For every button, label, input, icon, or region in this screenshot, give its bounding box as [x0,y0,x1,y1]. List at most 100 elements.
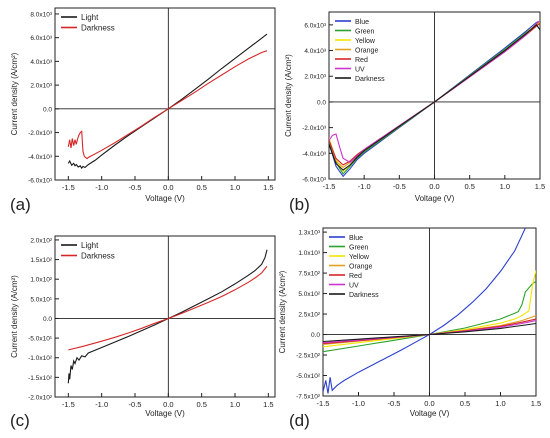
x-tick-label: -1.0 [352,399,365,408]
series-line-green [323,280,536,353]
legend-label: Green [349,245,369,252]
legend-label: Blue [349,235,363,242]
y-tick-label: -4.0x10³ [302,151,327,158]
y-tick-label: 6.0x10³ [304,22,327,29]
y-tick-label: 5.0x10² [298,291,321,298]
y-tick-label: -1.5x10² [28,375,53,382]
y-tick-label: 1.0x10² [30,277,53,284]
panel-label: (b) [289,195,310,214]
series-line-green [329,21,540,175]
x-axis-label: Voltage (V) [145,194,185,203]
x-axis-label: Voltage (V) [145,409,185,418]
y-tick-label: 2.0x10³ [30,83,53,90]
panel-label: (c) [10,411,30,430]
x-tick-label: 0.5 [464,182,474,191]
legend-label: Red [349,273,362,280]
x-axis-label: Voltage (V) [415,194,455,203]
x-tick-label: -1.0 [358,182,371,191]
y-tick-label: -4.0x10³ [28,154,53,161]
x-tick-label: -1.5 [323,182,336,191]
legend-label: UV [349,283,359,290]
x-tick-label: -0.5 [129,400,142,409]
y-tick-label: -7.5x10² [296,394,321,401]
x-tick-label: 1.0 [495,399,505,408]
y-tick-label: -1.0x10² [28,355,53,362]
y-tick-label: -5.0x10² [296,373,321,380]
y-tick-label: 0.0 [43,316,52,323]
x-tick-label: -1.5 [62,183,75,192]
y-tick-label: 5.0x10¹ [30,296,53,303]
panel-label: (a) [10,195,31,214]
legend-label: Darkness [349,292,379,299]
y-tick-label: 1.3x10³ [298,230,321,237]
y-tick-label: 6.0x10³ [30,35,53,42]
x-tick-label: 0.5 [196,400,206,409]
y-axis-label: Current density (A/cm²) [278,270,287,353]
y-tick-label: 0.0 [317,99,326,106]
legend-label: Blue [355,19,369,26]
x-tick-label: -0.5 [393,182,406,191]
legend-label: Light [81,13,99,22]
chart-panel-c: -1.5 -1.0 -0.5 0.0 0.5 1.0 1.5 -2.0x10² -1.5x10²… [10,235,276,430]
series-line-light [67,249,268,384]
x-tick-label: 0.5 [460,399,470,408]
chart-panel-b: -1.5 -1.0 -0.5 0.0 0.5 1.0 1.5 -6.0x10³ -4.0x10³… [284,11,545,214]
y-tick-label: 0.0 [43,106,52,113]
x-tick-label: -0.5 [388,399,401,408]
x-tick-label: 1.5 [531,399,541,408]
chart-panel-a: -1.5 -1.0 -0.5 0.0 0.5 1.0 1.5 -6.0x10³ -4.0x10³… [10,7,276,214]
legend-label: Yellow [349,254,370,261]
x-tick-label: 0.0 [429,182,439,191]
y-tick-label: 2.0x10² [30,237,53,244]
legend-label: Green [355,29,375,36]
legend-label: Yellow [355,38,376,45]
series-line-darkness [329,23,540,171]
y-tick-label: -2.0x10² [28,395,53,402]
y-tick-label: 4.0x10³ [304,48,327,55]
y-tick-label: 4.0x10³ [30,59,53,66]
plot-frame [54,7,276,181]
y-tick-label: 1.5x10² [30,257,53,264]
x-tick-label: 1.5 [535,182,545,191]
chart-panel-d: -1.5 -1.0 -0.5 0.0 0.5 1.0 1.5 -7.5x10² -5.0x10²… [278,227,541,430]
y-tick-label: 2.5x10² [298,312,321,319]
plot-frame [54,235,276,398]
x-tick-label: 0.5 [196,183,206,192]
series-line-light [67,33,268,170]
y-tick-label: 8.0x10³ [30,11,53,18]
legend-label: Darkness [355,76,385,83]
y-axis-label: Current density (A/cm²) [284,54,293,137]
series-line-darkness [67,50,268,160]
series-line-darkness [68,265,268,351]
x-axis-label: Voltage (V) [410,409,450,418]
y-tick-label: -5.0x10¹ [28,336,53,343]
legend-label: Darkness [81,252,115,261]
x-tick-label: -1.5 [62,400,75,409]
x-tick-label: 1.0 [230,183,240,192]
y-tick-label: -2.5x10² [296,353,321,360]
x-tick-label: -0.5 [129,183,142,192]
x-tick-label: 1.0 [500,182,510,191]
x-tick-label: -1.5 [317,399,330,408]
series-line-blue [323,228,526,394]
y-tick-label: 7.5x10² [298,271,321,278]
y-axis-label: Current density (A/cm²) [10,275,19,358]
series-line-uv [329,20,540,163]
y-tick-label: -2.0x10³ [302,125,327,132]
legend-label: Red [355,57,368,64]
y-tick-label: 0.0 [311,332,320,339]
x-tick-label: 1.0 [230,400,240,409]
legend-label: Darkness [81,24,115,33]
legend-label: Orange [349,264,372,271]
x-tick-label: 1.5 [263,400,273,409]
series-line-yellow [323,270,536,348]
x-tick-label: 0.0 [163,400,173,409]
y-tick-label: 1.0x10³ [298,250,321,257]
series-line-darkness [323,322,536,343]
y-tick-label: -6.0x10³ [28,178,53,185]
y-axis-label: Current density (A/cm²) [10,52,19,135]
y-tick-label: -2.0x10³ [28,130,53,137]
legend-label: Light [81,241,99,250]
legend-label: UV [355,67,365,74]
x-tick-label: -1.0 [95,183,108,192]
